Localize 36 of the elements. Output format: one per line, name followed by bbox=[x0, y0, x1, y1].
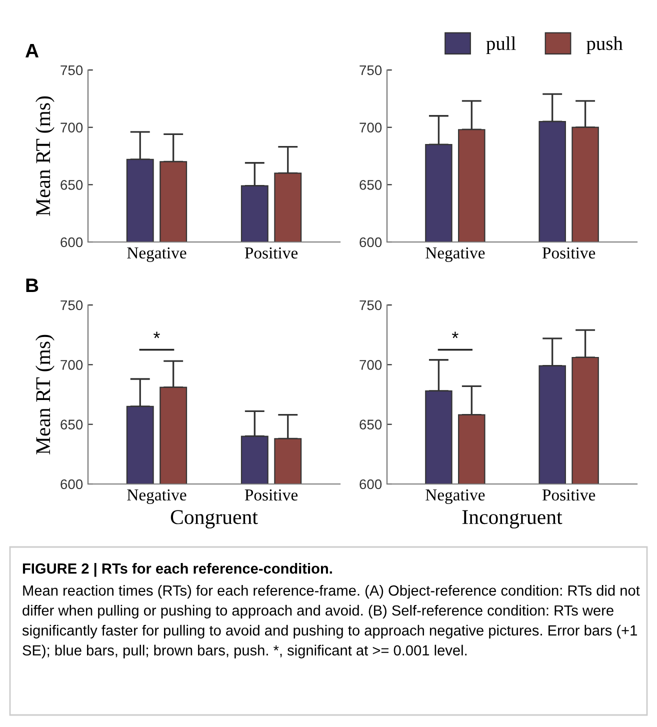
x-tick-label: Negative bbox=[426, 489, 485, 504]
y-tick-label: 600 bbox=[60, 237, 83, 248]
x-tick-label: Positive bbox=[244, 247, 298, 259]
x-axis-title: Congruent bbox=[170, 510, 258, 528]
x-tick-label: Negative bbox=[127, 247, 186, 262]
annotation: * bbox=[452, 332, 458, 338]
y-tick-label: 650 bbox=[360, 180, 382, 190]
y-tick-label: 750 bbox=[360, 65, 382, 76]
chart-title: B bbox=[26, 278, 38, 292]
y-tick-label: 750 bbox=[60, 65, 83, 76]
caption: FIGURE 2 | RTs for each reference-condition. bbox=[22, 563, 332, 577]
y-tick-label: 600 bbox=[60, 479, 83, 490]
y-tick-label: 700 bbox=[60, 122, 83, 133]
y-tick-label: 750 bbox=[60, 300, 83, 310]
y-tick-label: 600 bbox=[360, 237, 382, 248]
x-axis-title: Incongruent bbox=[462, 510, 562, 528]
x-tick-label: Positive bbox=[542, 247, 596, 259]
x-tick-label: Positive bbox=[542, 489, 596, 501]
y-tick-label: 700 bbox=[360, 122, 382, 133]
y-tick-label: 700 bbox=[360, 360, 382, 370]
y-tick-label: 650 bbox=[60, 180, 83, 190]
legend-label: pull bbox=[486, 36, 516, 54]
y-tick-label: 650 bbox=[60, 420, 83, 430]
x-tick-label: Negative bbox=[127, 489, 186, 504]
annotation: * bbox=[154, 332, 160, 338]
y-tick-label: 650 bbox=[360, 420, 382, 430]
y-tick-label: 750 bbox=[360, 300, 382, 310]
text: Mean reaction times (RTs) for each reference-frame. (A) Object-reference condition: RTs did not differ when pulling or pushing to approach and avoid. (B) Self-reference condition: RTs were significantly faster for pulling to avoid and pushing to approach negative pictures. Error bars (+1 SE); blue bars, pull; brown bars, push. *, significant at >= 0.001 level. bbox=[22, 585, 640, 658]
y-tick-label: 600 bbox=[360, 479, 382, 490]
x-tick-label: Positive bbox=[244, 489, 298, 501]
chart-title: A bbox=[25, 44, 39, 58]
y-axis-title: Mean RT (ms) bbox=[36, 334, 54, 454]
legend-label: push bbox=[586, 36, 623, 54]
y-tick-label: 700 bbox=[60, 360, 83, 370]
x-tick-label: Negative bbox=[426, 247, 485, 262]
y-axis-title: Mean RT (ms) bbox=[36, 96, 54, 216]
